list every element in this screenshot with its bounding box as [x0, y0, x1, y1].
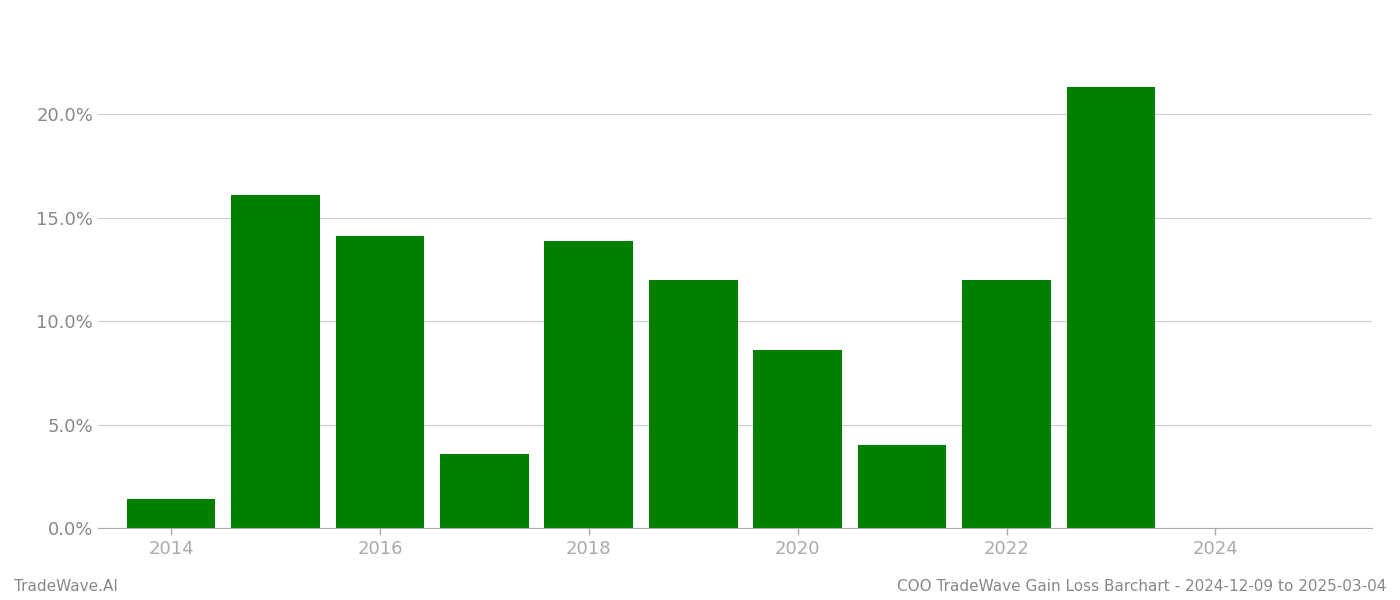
Bar [336, 236, 424, 528]
Text: TradeWave.AI: TradeWave.AI [14, 579, 118, 594]
Bar [440, 454, 529, 528]
Bar [545, 241, 633, 528]
Bar [962, 280, 1051, 528]
Bar [648, 280, 738, 528]
Bar [127, 499, 216, 528]
Bar [753, 350, 841, 528]
Bar [858, 445, 946, 528]
Bar [231, 195, 321, 528]
Bar [1067, 88, 1155, 528]
Text: COO TradeWave Gain Loss Barchart - 2024-12-09 to 2025-03-04: COO TradeWave Gain Loss Barchart - 2024-… [896, 579, 1386, 594]
